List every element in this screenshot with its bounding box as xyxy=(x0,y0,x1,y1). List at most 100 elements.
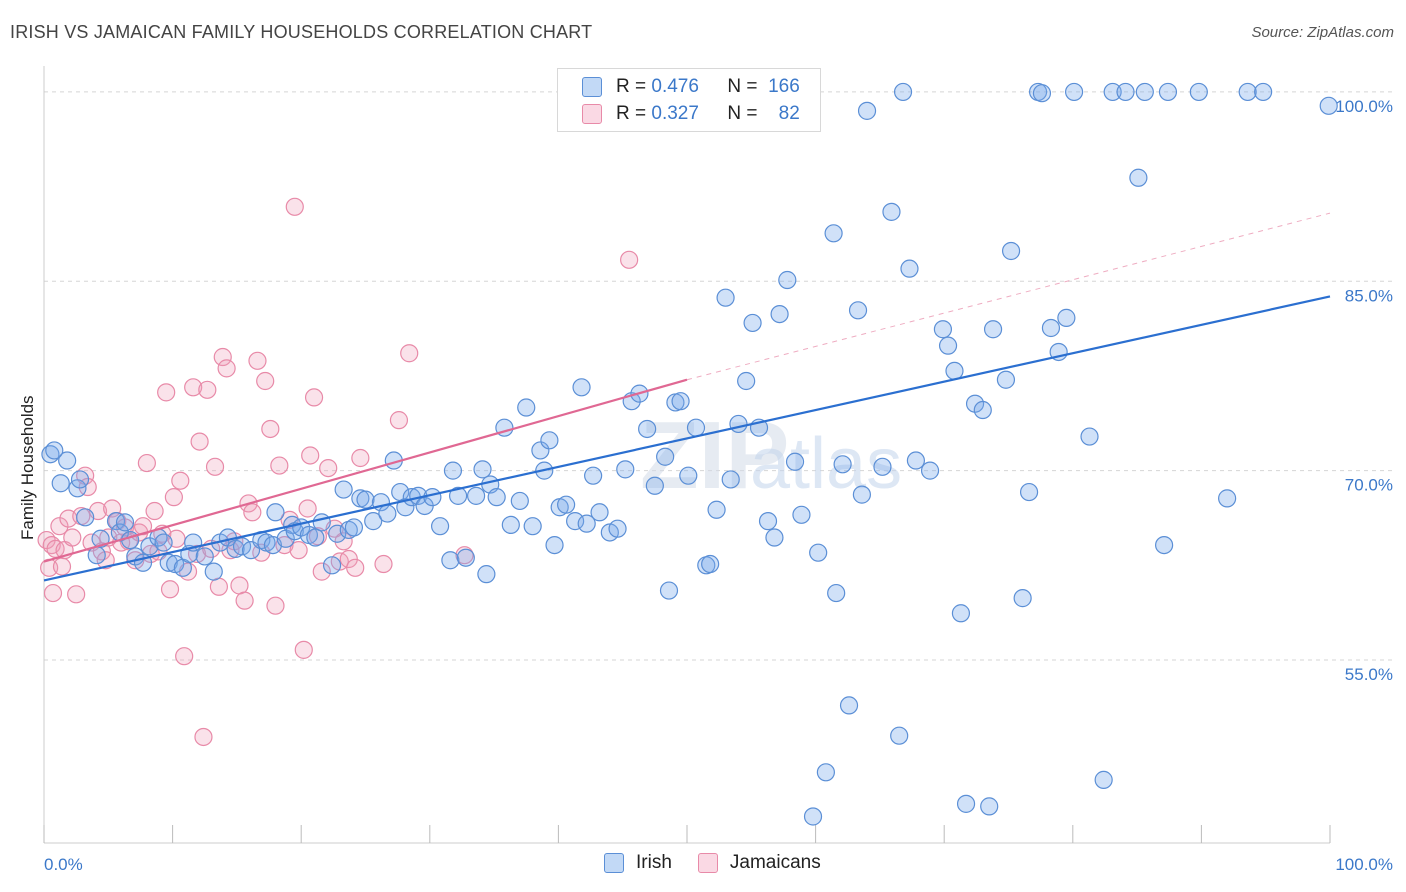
jamaicans-point xyxy=(389,411,409,430)
jamaicans-trend-line xyxy=(43,378,688,563)
irish-point xyxy=(1057,308,1076,327)
irish-point xyxy=(983,320,1003,339)
irish-point xyxy=(45,441,64,460)
irish-points xyxy=(41,82,1338,826)
irish-point xyxy=(816,763,835,782)
irish-point xyxy=(848,301,868,320)
irish-point xyxy=(1254,82,1273,102)
irish-point xyxy=(765,528,784,547)
irish-point xyxy=(608,519,627,538)
jamaicans-points xyxy=(37,197,639,747)
irish-point xyxy=(743,313,762,333)
jamaicans-point xyxy=(96,551,115,570)
irish-point xyxy=(1013,589,1032,608)
x-tick-label-min: 0.0% xyxy=(44,855,83,874)
irish-point xyxy=(590,503,609,522)
jamaicans-trend-extension xyxy=(686,212,1331,381)
series-legend: Irish Jamaicans xyxy=(604,852,847,874)
stats-legend: R = 0.476 N = 166 R = 0.327 N = 82 xyxy=(557,68,821,132)
irish-point xyxy=(91,529,110,548)
irish-point xyxy=(545,535,564,555)
axes xyxy=(43,66,1331,844)
y-tick-label-0: 55.0% xyxy=(1345,665,1393,684)
legend-swatch-irish xyxy=(604,853,624,873)
irish-point xyxy=(487,488,506,507)
irish-point xyxy=(1032,84,1052,103)
irish-point xyxy=(577,514,596,533)
irish-point xyxy=(159,553,178,572)
irish-point xyxy=(645,476,664,495)
trend-lines xyxy=(43,212,1331,582)
jamaicans-point xyxy=(312,562,331,581)
irish-point xyxy=(456,548,475,567)
irish-r-value: 0.476 xyxy=(651,76,699,97)
jamaicans-r-label: R = xyxy=(616,103,647,124)
irish-point xyxy=(443,461,463,480)
irish-point xyxy=(58,451,77,470)
irish-point xyxy=(956,794,976,813)
jamaicans-point xyxy=(248,351,267,370)
chart-title: IRISH VS JAMAICAN FAMILY HOUSEHOLDS CORR… xyxy=(10,22,593,42)
irish-point xyxy=(707,500,726,519)
irish-point xyxy=(396,498,415,517)
jamaicans-point xyxy=(266,596,285,615)
jamaicans-point xyxy=(400,344,419,363)
irish-point xyxy=(893,82,913,102)
irish-point xyxy=(510,491,529,511)
irish-point xyxy=(517,398,536,417)
x-tick-label-max: 100.0% xyxy=(1335,855,1393,874)
irish-point xyxy=(873,457,892,476)
irish-point xyxy=(51,474,70,493)
irish-point xyxy=(334,480,353,499)
irish-point xyxy=(1116,82,1135,102)
jamaicans-point xyxy=(137,453,156,473)
jamaicans-point xyxy=(213,347,232,367)
irish-point xyxy=(792,505,811,524)
irish-point xyxy=(1001,241,1021,261)
irish-point xyxy=(328,524,347,543)
irish-point xyxy=(900,259,919,278)
irish-point xyxy=(785,452,805,471)
jamaicans-point xyxy=(319,458,338,478)
irish-point xyxy=(778,270,797,290)
legend-swatch-jamaicans xyxy=(697,853,718,873)
irish-point xyxy=(701,554,720,574)
irish-point xyxy=(121,530,140,550)
irish-point xyxy=(951,604,971,623)
irish-point xyxy=(716,288,735,307)
irish-point xyxy=(679,466,698,485)
irish-point xyxy=(1158,82,1178,102)
irish-point xyxy=(584,466,603,485)
irish-point xyxy=(195,547,214,566)
stats-legend-irish: R = 0.476 N = 166 xyxy=(582,74,800,100)
jamaicans-point xyxy=(346,558,365,577)
irish-point xyxy=(566,512,585,531)
irish-point xyxy=(322,556,342,575)
jamaicans-point xyxy=(205,457,225,476)
irish-point xyxy=(933,320,953,339)
irish-point xyxy=(572,378,591,397)
irish-point xyxy=(557,495,576,514)
irish-point xyxy=(839,696,859,715)
jamaicans-point xyxy=(374,554,393,574)
legend-item-jamaicans: Jamaicans xyxy=(697,852,821,874)
irish-point xyxy=(232,537,252,556)
irish-point xyxy=(1319,96,1338,115)
jamaicans-r-value: 0.327 xyxy=(651,103,699,124)
irish-point xyxy=(729,414,748,434)
irish-point xyxy=(1189,82,1208,102)
irish-point xyxy=(1238,82,1257,102)
irish-point xyxy=(973,400,992,420)
irish-point xyxy=(890,726,909,745)
irish-point xyxy=(441,551,460,570)
irish-point xyxy=(1155,535,1174,555)
jamaicans-point xyxy=(270,456,289,475)
jamaicans-point xyxy=(294,640,313,659)
irish-point xyxy=(833,455,852,474)
irish-point xyxy=(115,513,135,532)
irish-point xyxy=(154,533,173,552)
irish-point xyxy=(945,361,964,381)
jamaicans-point xyxy=(243,503,262,522)
jamaicans-point xyxy=(171,471,190,490)
